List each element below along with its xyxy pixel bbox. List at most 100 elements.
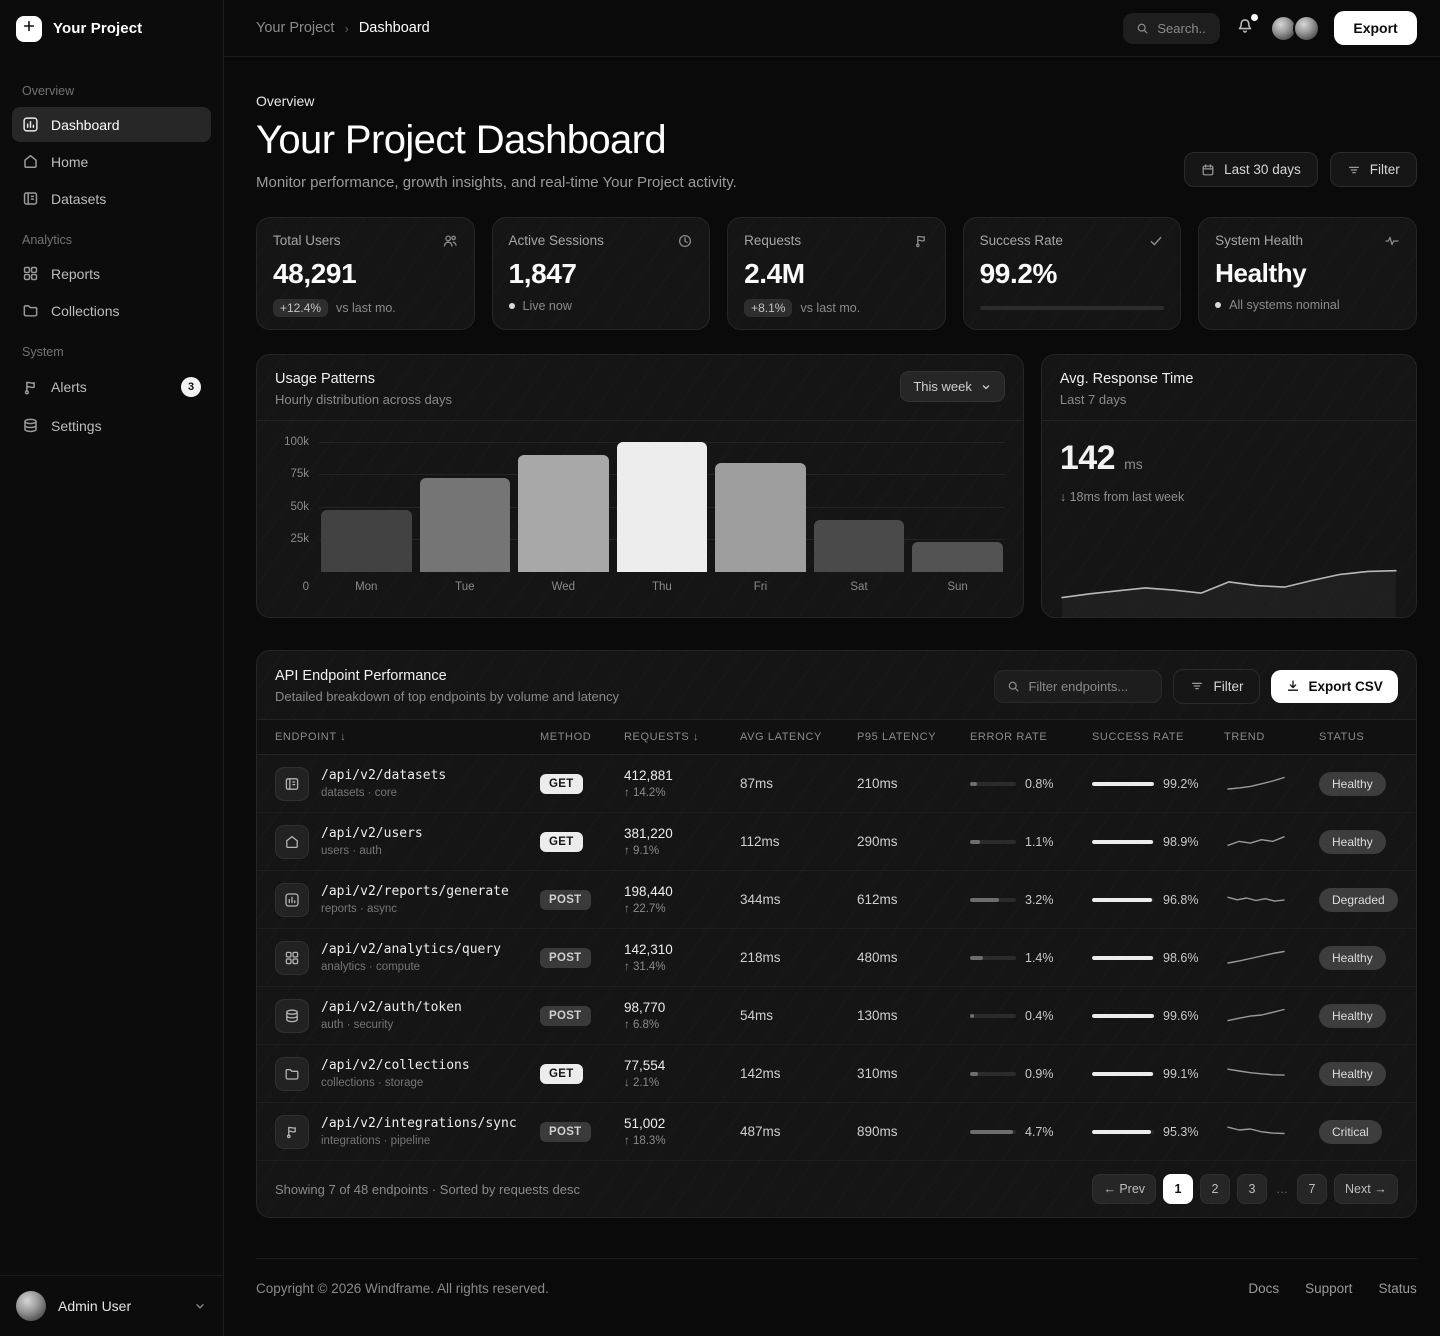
- sidebar-item-dashboard[interactable]: Dashboard: [12, 107, 211, 142]
- response-line-chart: 142 ms ↓ 18ms from last week: [1042, 421, 1416, 617]
- endpoint-path: /api/v2/users: [321, 826, 423, 841]
- footer-link-docs[interactable]: Docs: [1248, 1281, 1280, 1296]
- table-row[interactable]: /api/v2/users users · auth GET 381,220 ↑…: [257, 813, 1416, 871]
- col-error-rate[interactable]: ERROR RATE: [970, 731, 1048, 743]
- avatar[interactable]: [1293, 14, 1321, 42]
- date-range-button[interactable]: Last 30 days: [1184, 152, 1318, 187]
- footer-link-status[interactable]: Status: [1378, 1281, 1417, 1296]
- kpi-card-system-health[interactable]: System Health Healthy All systems nomina…: [1198, 217, 1417, 330]
- table-row[interactable]: /api/v2/auth/token auth · security POST …: [257, 987, 1416, 1045]
- table-body: /api/v2/datasets datasets · core GET 412…: [257, 755, 1416, 1161]
- kpi-value: 1,847: [508, 258, 577, 289]
- notifications-button[interactable]: [1234, 13, 1259, 42]
- status-badge: Degraded: [1319, 887, 1398, 912]
- flag-icon: [275, 1114, 309, 1149]
- table-row[interactable]: /api/v2/datasets datasets · core GET 412…: [257, 755, 1416, 813]
- success-rate-value: 96.8%: [1163, 892, 1199, 907]
- usage-bar[interactable]: [518, 455, 609, 572]
- breadcrumb-current: Dashboard: [358, 20, 430, 36]
- sidebar-item-label: Datasets: [51, 190, 107, 207]
- requests-delta: ↑ 6.8%: [624, 1019, 660, 1031]
- usage-bar[interactable]: [419, 478, 511, 572]
- kpi-card-success-rate[interactable]: Success Rate 99.2%: [962, 217, 1182, 330]
- col-method[interactable]: METHOD: [540, 731, 592, 743]
- sidebar-item-label: Home: [51, 153, 89, 170]
- p95-latency-value: 612ms: [857, 892, 898, 907]
- breadcrumb-root[interactable]: Your Project: [256, 20, 335, 36]
- usage-bar[interactable]: [616, 442, 708, 572]
- usage-bar[interactable]: [321, 509, 412, 572]
- error-rate-bar: [970, 839, 1016, 844]
- kpi-card-total-users[interactable]: Total Users 48,291 +12.4% vs last mo.: [256, 217, 475, 330]
- usage-bar[interactable]: [715, 462, 806, 572]
- export-button[interactable]: Export: [1334, 11, 1417, 45]
- logo[interactable]: [16, 15, 42, 42]
- next-page-button[interactable]: Next →: [1334, 1174, 1398, 1204]
- col-requests[interactable]: REQUESTS ↓: [624, 731, 700, 743]
- avatar: [16, 1291, 46, 1321]
- user-menu[interactable]: Admin User: [0, 1275, 223, 1336]
- sidebar-item-reports[interactable]: Reports: [12, 256, 211, 291]
- kpi-delta-badge: +8.1%: [744, 299, 793, 317]
- col-success-rate[interactable]: SUCCESS RATE: [1092, 731, 1184, 743]
- col-avg-latency[interactable]: AVG LATENCY: [740, 731, 822, 743]
- col-trend[interactable]: TREND: [1224, 731, 1265, 743]
- breadcrumb-separator: ›: [344, 20, 349, 36]
- endpoint-path: /api/v2/auth/token: [321, 1000, 462, 1015]
- sidebar-item-collections[interactable]: Collections: [12, 293, 211, 328]
- week-select[interactable]: This week: [900, 371, 1005, 402]
- avatar[interactable]: [1270, 14, 1298, 42]
- avg-latency-value: 218ms: [740, 950, 781, 965]
- sidebar-item-settings[interactable]: Settings: [12, 408, 211, 443]
- trend-sparkline: [1227, 776, 1285, 790]
- table-filter-button[interactable]: Filter: [1173, 668, 1261, 704]
- footer-link-support[interactable]: Support: [1305, 1281, 1353, 1296]
- p95-latency-value: 480ms: [857, 950, 898, 965]
- export-csv-button[interactable]: Export CSV: [1271, 669, 1398, 703]
- p95-latency-value: 890ms: [857, 1124, 898, 1139]
- kpi-card-active-sessions[interactable]: Active Sessions 1,847 Live now: [491, 217, 711, 330]
- sidebar-item-home[interactable]: Home: [12, 144, 211, 179]
- col-endpoint[interactable]: ENDPOINT ↓: [275, 731, 347, 743]
- prev-page-button[interactable]: ← Prev: [1092, 1174, 1157, 1204]
- error-rate-value: 4.7%: [1025, 1124, 1054, 1139]
- table-row[interactable]: /api/v2/analytics/query analytics · comp…: [257, 929, 1416, 987]
- table-row[interactable]: /api/v2/collections collections · storag…: [257, 1045, 1416, 1103]
- sidebar-item-datasets[interactable]: Datasets: [12, 181, 211, 216]
- error-rate-bar: [970, 1071, 1016, 1076]
- plus-icon: [22, 19, 36, 38]
- endpoint-meta: users · auth: [321, 845, 382, 857]
- usage-bar[interactable]: [912, 542, 1003, 572]
- table-row[interactable]: /api/v2/integrations/sync integrations ·…: [257, 1103, 1416, 1161]
- requests-value: 51,002: [624, 1116, 666, 1131]
- endpoint-filter-input[interactable]: [1028, 678, 1150, 694]
- col-p95-latency[interactable]: P95 LATENCY: [857, 731, 937, 743]
- search-box[interactable]: [1123, 12, 1221, 44]
- table-row[interactable]: /api/v2/reports/generate reports · async…: [257, 871, 1416, 929]
- sidebar-item-label: Dashboard: [51, 116, 120, 133]
- success-rate-bar: [1092, 1129, 1154, 1134]
- usage-patterns-panel: Usage Patterns Hourly distribution acros…: [256, 354, 1024, 618]
- endpoint-meta: collections · storage: [321, 1077, 424, 1089]
- search-input[interactable]: [1157, 20, 1208, 36]
- page-button-7[interactable]: 7: [1297, 1174, 1328, 1204]
- endpoint-path: /api/v2/reports/generate: [321, 884, 509, 899]
- sidebar-item-alerts[interactable]: Alerts 3: [12, 368, 211, 406]
- pagination: ← Prev 1 2 3 … 7 Next →: [1092, 1174, 1398, 1204]
- sidebar: Your Project Overview Dashboard Home Dat…: [0, 0, 224, 1336]
- filter-icon: [1347, 163, 1361, 177]
- page-button-1[interactable]: 1: [1163, 1174, 1194, 1204]
- success-rate-value: 99.6%: [1163, 1008, 1199, 1023]
- sidebar-item-label: Settings: [51, 417, 102, 434]
- success-rate-value: 98.6%: [1163, 950, 1199, 965]
- endpoint-filter-box[interactable]: [994, 669, 1163, 703]
- col-status[interactable]: STATUS: [1319, 731, 1365, 743]
- trend-sparkline: [1227, 835, 1285, 846]
- filter-button[interactable]: Filter: [1329, 152, 1417, 187]
- table-title: API Endpoint Performance: [275, 668, 447, 684]
- kpi-card-requests[interactable]: Requests 2.4M +8.1% vs last mo.: [727, 217, 946, 330]
- page-button-3[interactable]: 3: [1237, 1174, 1268, 1204]
- usage-bar[interactable]: [813, 520, 905, 572]
- page-button-2[interactable]: 2: [1200, 1174, 1231, 1204]
- response-title: Avg. Response Time: [1059, 371, 1194, 387]
